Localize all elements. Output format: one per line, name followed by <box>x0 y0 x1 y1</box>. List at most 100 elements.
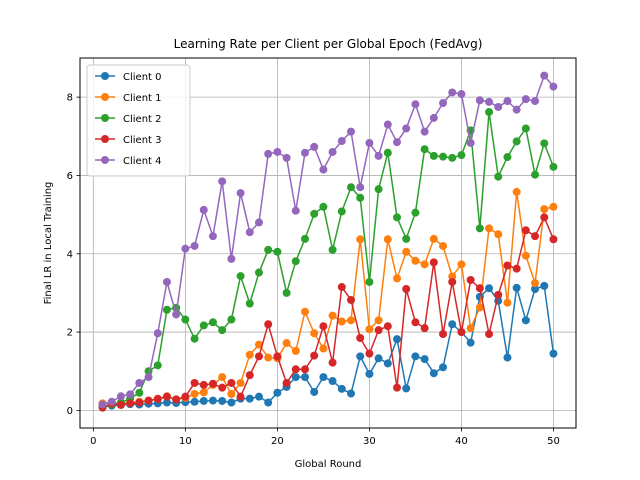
data-point-client-2 <box>512 137 521 146</box>
data-point-client-4 <box>531 97 540 106</box>
data-point-client-4 <box>208 232 217 241</box>
data-point-client-3 <box>328 358 337 367</box>
data-point-client-1 <box>485 224 494 233</box>
data-point-client-2 <box>245 299 254 308</box>
data-point-client-0 <box>356 352 365 361</box>
data-point-client-4 <box>218 177 227 186</box>
legend-item-client-3: Client 3 <box>95 135 162 146</box>
data-point-client-4 <box>181 244 190 253</box>
data-point-client-3 <box>531 232 540 241</box>
data-point-client-2 <box>181 315 190 324</box>
data-point-client-2 <box>448 153 457 162</box>
data-point-client-4 <box>254 218 263 227</box>
data-point-client-0 <box>540 281 549 290</box>
data-point-client-2 <box>337 207 346 216</box>
data-point-client-2 <box>236 272 245 281</box>
data-point-client-0 <box>448 320 457 329</box>
data-point-client-0 <box>199 396 208 405</box>
data-point-client-0 <box>439 363 448 372</box>
data-point-client-3 <box>144 396 153 405</box>
data-point-client-0 <box>245 394 254 403</box>
legend-label: Client 2 <box>123 114 162 125</box>
data-point-client-2 <box>227 315 236 324</box>
data-point-client-1 <box>227 389 236 398</box>
data-point-client-3 <box>337 283 346 292</box>
data-point-client-0 <box>531 285 540 294</box>
data-point-client-2 <box>153 361 162 370</box>
data-point-client-0 <box>273 388 282 397</box>
data-point-client-3 <box>374 326 383 335</box>
data-point-client-2 <box>374 185 383 194</box>
data-point-client-0 <box>549 349 558 358</box>
data-point-client-2 <box>199 321 208 330</box>
series-layer <box>98 71 558 412</box>
data-point-client-0 <box>365 369 374 378</box>
x-tick-label: 20 <box>271 436 284 447</box>
data-point-client-0 <box>208 396 217 405</box>
legend-label: Client 4 <box>123 156 162 167</box>
data-point-client-3 <box>227 378 236 387</box>
data-point-client-1 <box>457 260 466 269</box>
data-point-client-3 <box>457 328 466 337</box>
data-point-client-1 <box>190 389 199 398</box>
data-point-client-4 <box>475 96 484 105</box>
data-point-client-1 <box>218 373 227 382</box>
legend-box <box>86 64 191 177</box>
data-point-client-3 <box>549 235 558 244</box>
data-point-client-4 <box>144 373 153 382</box>
data-point-client-0 <box>411 352 420 361</box>
data-point-client-4 <box>457 90 466 99</box>
data-point-client-0 <box>310 387 319 396</box>
data-point-client-0 <box>300 373 309 382</box>
data-point-client-0 <box>383 359 392 368</box>
legend-marker <box>101 114 109 122</box>
data-point-client-2 <box>254 268 263 277</box>
data-point-client-4 <box>310 142 319 151</box>
data-point-client-4 <box>328 147 337 156</box>
data-point-client-2 <box>310 209 319 218</box>
data-point-client-1 <box>549 202 558 211</box>
x-tick-label: 30 <box>363 436 376 447</box>
data-point-client-2 <box>521 124 530 133</box>
data-point-client-4 <box>116 392 125 401</box>
data-point-client-1 <box>328 311 337 320</box>
data-point-client-2 <box>273 247 282 256</box>
data-point-client-3 <box>393 383 402 392</box>
data-point-client-4 <box>466 138 475 147</box>
data-point-client-3 <box>402 285 411 294</box>
data-point-client-2 <box>439 152 448 161</box>
x-tick-label: 40 <box>455 436 468 447</box>
data-point-client-3 <box>126 399 135 408</box>
data-point-client-0 <box>402 384 411 393</box>
data-point-client-4 <box>199 205 208 214</box>
data-point-client-2 <box>190 334 199 343</box>
legend-marker <box>101 156 109 164</box>
data-point-client-4 <box>420 127 429 136</box>
data-point-client-4 <box>190 241 199 250</box>
data-point-client-3 <box>116 400 125 409</box>
legend: Client 0 Client 1 Client 2 Client 3 Client 4 <box>86 64 191 177</box>
data-point-client-4 <box>300 148 309 157</box>
data-point-client-0 <box>218 396 227 405</box>
data-point-client-0 <box>429 369 438 378</box>
data-point-client-4 <box>356 183 365 192</box>
data-point-client-3 <box>439 330 448 339</box>
data-point-client-1 <box>199 388 208 397</box>
y-axis-label: Final LR in Local Training <box>43 182 54 305</box>
data-point-client-0 <box>328 377 337 386</box>
data-point-client-4 <box>245 228 254 237</box>
data-point-client-3 <box>475 284 484 293</box>
data-point-client-1 <box>420 260 429 269</box>
data-point-client-1 <box>540 205 549 214</box>
data-point-client-4 <box>393 138 402 147</box>
x-tick-label: 50 <box>547 436 560 447</box>
data-point-client-3 <box>503 261 512 270</box>
data-point-client-2 <box>135 388 144 397</box>
data-point-client-0 <box>319 373 328 382</box>
data-point-client-3 <box>208 379 217 388</box>
data-point-client-4 <box>485 97 494 106</box>
legend-item-client-2: Client 2 <box>95 114 162 125</box>
data-point-client-3 <box>172 395 181 404</box>
data-point-client-1 <box>264 353 273 362</box>
